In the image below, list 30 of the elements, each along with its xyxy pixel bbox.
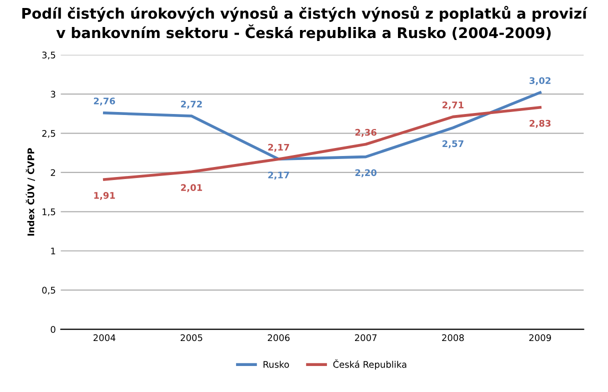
- data-label: 2,20: [355, 169, 377, 178]
- data-label: 2,17: [268, 172, 290, 180]
- y-tick-label: 0,5: [42, 286, 56, 295]
- data-label: 2,36: [355, 128, 376, 137]
- y-tick-label: 3: [50, 90, 56, 98]
- x-tick-label: 2008: [442, 334, 464, 342]
- y-tick-label: 2: [50, 169, 56, 176]
- y-tick-label: 1,5: [42, 208, 56, 216]
- legend-label: Rusko: [264, 360, 289, 368]
- legend-label: Česká Republika: [333, 359, 406, 370]
- y-tick-label: 1: [51, 248, 56, 254]
- data-label: 2,01: [181, 184, 202, 192]
- x-tick-label: 2004: [94, 334, 116, 342]
- y-tick-label: 2,5: [42, 130, 56, 138]
- data-label: 2,83: [530, 120, 551, 128]
- data-label: 2,76: [94, 98, 116, 106]
- data-label: 2,72: [181, 100, 202, 109]
- x-tick-label: 2005: [180, 334, 202, 342]
- y-tick-label: 0: [50, 326, 56, 333]
- data-label: 1,91: [94, 192, 115, 200]
- data-label: 3,02: [530, 77, 550, 86]
- data-label: 2,17: [268, 144, 290, 152]
- data-label: 2,71: [442, 101, 464, 110]
- x-tick-label: 2007: [354, 334, 377, 342]
- x-tick-label: 2009: [529, 334, 551, 342]
- y-tick-label: 3,5: [42, 52, 56, 60]
- y-axis-title: Index ČÚV / ČVPP: [26, 148, 35, 236]
- data-label: 2,57: [442, 140, 464, 148]
- chart-title: Podíl čistých úrokových výnosů a čistých výnosů z poplatků a provizí v bankovním sektoru - Česká republika a Rusko (2004-2009): [22, 6, 588, 42]
- x-tick-label: 2006: [268, 334, 290, 342]
